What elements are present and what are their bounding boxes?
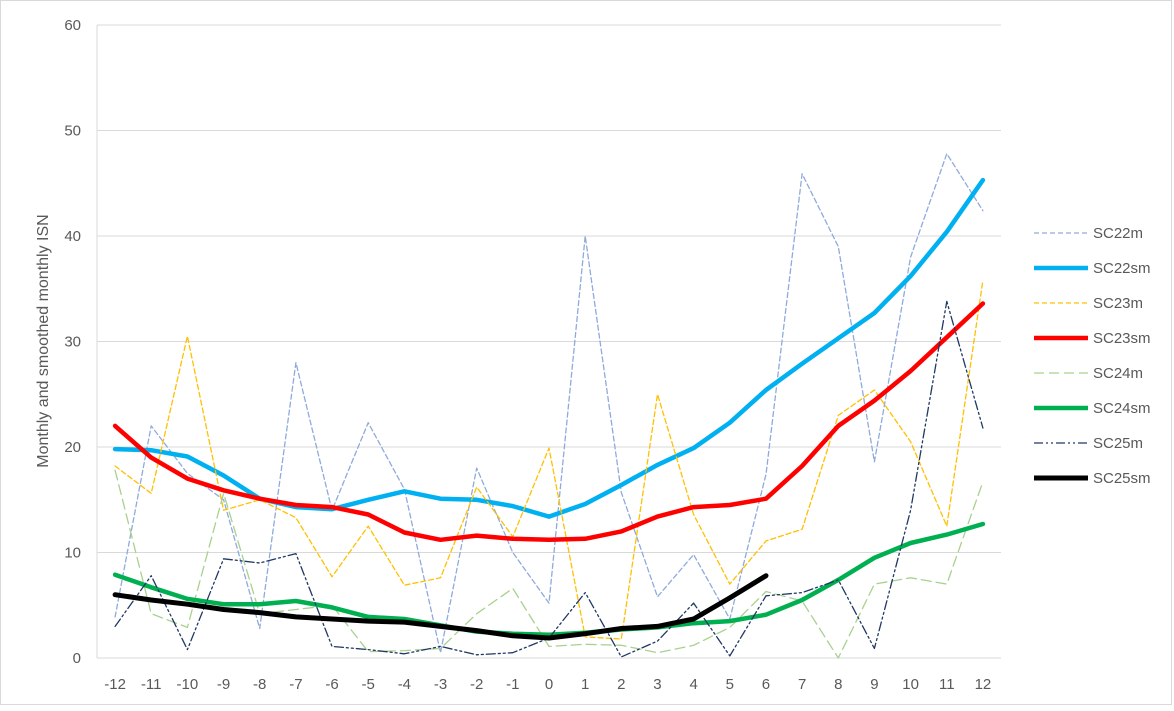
series-line-sc23m — [114, 279, 984, 640]
series-line-sc23sm — [112, 301, 986, 543]
x-tick-label: -9 — [217, 676, 230, 693]
y-tick-label: 60 — [64, 17, 81, 34]
series-line-sc22sm — [112, 177, 986, 519]
x-tick-label: -4 — [398, 676, 411, 693]
y-tick-label: 0 — [73, 650, 81, 667]
y-tick-labels: 0 10 20 30 40 50 60 — [64, 17, 81, 667]
legend-label-sc25m: SC25m — [1093, 435, 1143, 452]
legend-label-sc24m: SC24m — [1093, 365, 1143, 382]
x-tick-label: 1 — [581, 676, 589, 693]
legend-label-sc25sm: SC25sm — [1093, 470, 1151, 487]
x-tick-label: -5 — [362, 676, 375, 693]
legend-label-sc24sm: SC24sm — [1093, 400, 1151, 417]
x-tick-label: -1 — [506, 676, 519, 693]
x-tick-label: 12 — [975, 676, 992, 693]
series-lines — [112, 153, 986, 659]
series-line-sc22m — [114, 153, 984, 654]
legend-label-sc23sm: SC23sm — [1093, 330, 1151, 347]
x-tick-label: -3 — [434, 676, 447, 693]
legend-label-sc22sm: SC22sm — [1093, 260, 1151, 277]
y-tick-label: 20 — [64, 439, 81, 456]
x-tick-label: -11 — [141, 676, 162, 693]
x-tick-label: 11 — [939, 676, 955, 693]
x-tick-label: -2 — [470, 676, 483, 693]
x-tick-label: 2 — [617, 676, 625, 693]
legend-label-sc23m: SC23m — [1093, 295, 1143, 312]
x-tick-label: 7 — [798, 676, 806, 693]
y-axis-label: Monthly and smoothed monthly ISN — [35, 214, 52, 467]
series-line-sc25sm — [112, 573, 769, 641]
gridlines — [96, 24, 1001, 659]
x-tick-label: -10 — [177, 676, 199, 693]
y-tick-label: 30 — [64, 334, 81, 351]
legend: SC22m SC22sm SC23m SC23sm SC24m SC24sm SC25m SC… — [1034, 225, 1151, 487]
series-line-sc24m — [114, 469, 984, 659]
x-tick-label: 6 — [762, 676, 770, 693]
x-tick-label: 10 — [902, 676, 919, 693]
x-tick-label: -12 — [104, 676, 126, 693]
x-tick-label: 4 — [689, 676, 697, 693]
x-tick-label: 3 — [653, 676, 661, 693]
x-tick-label: 5 — [726, 676, 734, 693]
x-tick-label: 9 — [870, 676, 878, 693]
x-tick-labels: -12 -11 -10 -9 -8 -7 -6 -5 -4 -3 -2 -1 0 1 2 3 4 5 6 7 8 9 10 1… — [104, 676, 991, 693]
y-tick-label: 40 — [64, 228, 81, 245]
y-tick-label: 10 — [64, 545, 81, 562]
x-tick-label: 0 — [545, 676, 553, 693]
x-tick-label: -6 — [325, 676, 338, 693]
legend-label-sc22m: SC22m — [1093, 225, 1143, 242]
y-tick-label: 50 — [64, 123, 81, 140]
x-tick-label: 8 — [834, 676, 842, 693]
x-tick-label: -8 — [253, 676, 266, 693]
x-tick-label: -7 — [289, 676, 302, 693]
